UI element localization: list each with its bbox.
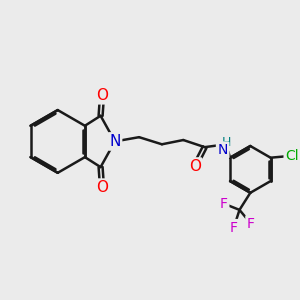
Text: F: F — [220, 196, 228, 211]
Text: F: F — [230, 220, 238, 235]
Text: N: N — [109, 134, 121, 149]
Text: O: O — [96, 180, 108, 195]
Text: N: N — [218, 143, 228, 157]
Text: O: O — [189, 159, 201, 174]
Text: F: F — [247, 217, 255, 231]
Text: Cl: Cl — [285, 149, 299, 163]
Text: H: H — [221, 136, 231, 149]
Text: O: O — [96, 88, 108, 103]
